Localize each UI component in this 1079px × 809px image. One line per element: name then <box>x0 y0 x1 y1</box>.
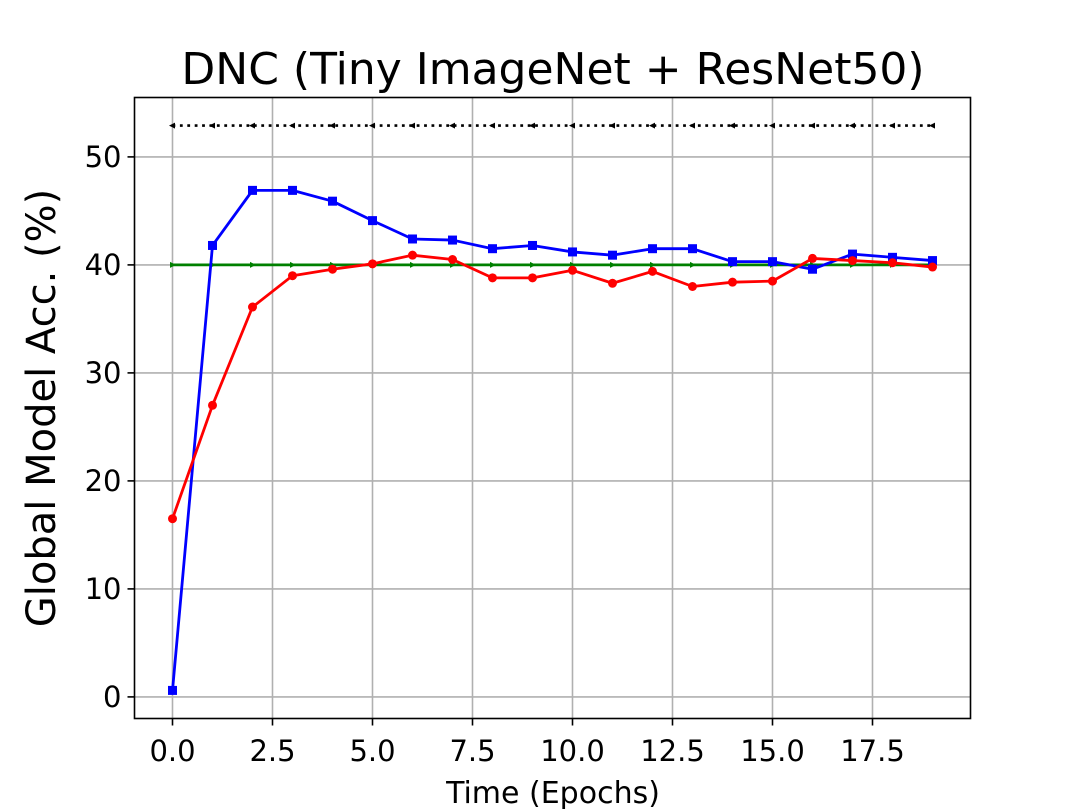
data-point <box>248 302 257 312</box>
data-point <box>728 277 737 287</box>
data-point <box>528 240 537 250</box>
y-tick-label: 0 <box>103 680 121 714</box>
x-tick-label: 5.0 <box>349 734 395 768</box>
data-point <box>448 255 457 264</box>
data-point <box>408 234 417 244</box>
data-point <box>808 264 817 274</box>
data-point <box>290 261 296 268</box>
data-point <box>409 122 415 129</box>
data-point <box>848 256 857 266</box>
x-tick-label: 10.0 <box>540 734 605 768</box>
data-point <box>448 235 457 245</box>
data-point <box>650 261 656 268</box>
data-point <box>568 247 577 257</box>
data-point <box>569 122 575 129</box>
series-layer <box>168 122 937 695</box>
data-point <box>528 273 537 283</box>
data-point <box>928 262 937 272</box>
data-point <box>529 122 535 129</box>
series-0 <box>169 122 935 129</box>
data-point <box>929 122 935 129</box>
data-point <box>609 122 615 129</box>
data-point <box>329 122 335 129</box>
series-3-line <box>171 253 933 520</box>
data-point <box>170 261 176 268</box>
data-point <box>888 258 897 268</box>
data-point <box>688 282 697 291</box>
data-point <box>328 196 337 206</box>
x-tick-label: 0.0 <box>149 734 195 768</box>
data-point <box>449 122 455 129</box>
data-point <box>809 122 815 129</box>
y-tick-label: 30 <box>85 356 122 390</box>
data-point <box>368 216 377 226</box>
data-point <box>288 271 297 281</box>
data-point <box>648 266 657 276</box>
data-point <box>369 122 375 129</box>
data-point <box>489 122 495 129</box>
data-point <box>768 276 777 286</box>
series-3 <box>168 250 937 524</box>
y-tick-label: 10 <box>85 572 122 606</box>
x-tick-label: 12.5 <box>640 734 705 768</box>
data-point <box>250 261 256 268</box>
data-point <box>208 240 217 250</box>
data-point <box>530 261 536 268</box>
data-point <box>728 257 737 267</box>
data-point <box>648 244 657 254</box>
y-tick-label: 40 <box>85 248 122 282</box>
data-point <box>849 122 855 129</box>
x-tick-label: 7.5 <box>449 734 495 768</box>
data-point <box>928 256 937 266</box>
data-point <box>568 265 577 275</box>
data-point <box>608 278 617 288</box>
data-point <box>689 122 695 129</box>
y-axis-label: Global Model Acc. (%) <box>19 189 65 627</box>
data-point <box>288 185 297 195</box>
data-point <box>488 244 497 254</box>
y-tick-label: 50 <box>85 140 122 174</box>
data-point <box>729 122 735 129</box>
data-point <box>410 261 416 268</box>
data-point <box>808 253 817 263</box>
data-point <box>169 122 175 129</box>
data-point <box>289 122 295 129</box>
data-point <box>690 261 696 268</box>
data-point <box>168 685 177 695</box>
x-axis-label: Time (Epochs) <box>445 776 660 809</box>
data-point <box>649 122 655 129</box>
data-point <box>769 122 775 129</box>
x-tick-label: 17.5 <box>840 734 905 768</box>
data-point <box>209 122 215 129</box>
data-point <box>889 122 895 129</box>
x-tick-label: 2.5 <box>249 734 295 768</box>
data-point <box>768 257 777 267</box>
data-point <box>328 264 337 274</box>
data-point <box>408 250 417 260</box>
data-point <box>888 252 897 262</box>
chart-title: DNC (Tiny ImageNet + ResNet50) <box>181 44 924 95</box>
data-point <box>848 249 857 259</box>
data-point <box>248 185 257 195</box>
ticks: 0.0 2.5 5.0 7.5 10.0 12.5 15.0 17.5 0 10 20 30 40 50 <box>85 140 905 768</box>
plot-frame <box>133 96 972 720</box>
series-2-line <box>171 188 933 691</box>
data-point <box>488 273 497 283</box>
data-point <box>610 261 616 268</box>
data-point <box>368 259 377 269</box>
x-tick-label: 15.0 <box>740 734 805 768</box>
data-point <box>168 514 177 524</box>
data-point <box>608 250 617 260</box>
data-point <box>490 261 496 268</box>
series-2 <box>168 185 937 695</box>
y-tick-label: 20 <box>85 464 122 498</box>
data-point <box>688 244 697 254</box>
data-point <box>208 400 217 410</box>
data-point <box>249 122 255 129</box>
